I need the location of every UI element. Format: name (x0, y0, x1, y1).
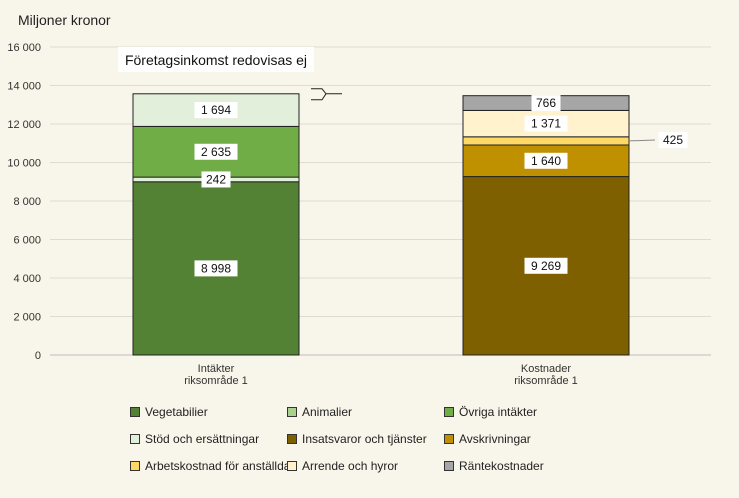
y-tick-label: 16 000 (7, 42, 41, 54)
y-tick-label: 10 000 (7, 158, 41, 170)
legend-label: Insatsvaror och tjänster (302, 432, 427, 446)
x-tick-label: Intäkter (198, 363, 235, 375)
legend-swatch (130, 434, 140, 444)
y-tick-label: 6 000 (13, 235, 41, 247)
data-label: 1 640 (531, 154, 561, 168)
legend-item: Stöd och ersättningar (130, 432, 259, 446)
legend-swatch (130, 407, 140, 417)
y-tick-label: 2 000 (13, 312, 41, 324)
y-tick-label: 12 000 (7, 119, 41, 131)
y-tick-label: 14 000 (7, 81, 41, 93)
x-tick-label: riksområde 1 (514, 375, 578, 387)
data-label-box (531, 95, 561, 112)
x-tick-label: riksområde 1 (184, 375, 248, 387)
y-axis-title: Miljoner kronor (18, 12, 111, 28)
legend-item: Arbetskostnad för anställda (130, 459, 290, 473)
data-label-box (194, 143, 238, 160)
legend-swatch (287, 434, 297, 444)
data-label-box (194, 102, 238, 119)
bar-segment (462, 136, 630, 146)
data-label-box (201, 171, 231, 188)
y-tick-label: 0 (35, 350, 41, 362)
legend-item: Arrende och hyror (287, 459, 398, 473)
x-tick-label: Kostnader (521, 363, 571, 375)
legend-item: Övriga intäkter (444, 405, 537, 419)
legend-swatch (444, 461, 454, 471)
legend-item: Räntekostnader (444, 459, 544, 473)
data-label: 425 (663, 133, 683, 147)
legend-swatch (287, 407, 297, 417)
data-label: 9 269 (531, 259, 561, 273)
data-label: 2 635 (201, 145, 231, 159)
data-label: 766 (536, 96, 556, 110)
legend-label: Räntekostnader (459, 459, 544, 473)
legend-item: Avskrivningar (444, 432, 531, 446)
data-label: 8 998 (201, 261, 231, 275)
legend-label: Avskrivningar (459, 432, 531, 446)
legend-label: Animalier (302, 405, 353, 419)
y-tick-label: 8 000 (13, 196, 41, 208)
legend-label: Stöd och ersättningar (145, 432, 260, 446)
annotation-bracket (311, 88, 342, 101)
legend-swatch (130, 461, 140, 471)
legend-label: Övriga intäkter (459, 405, 538, 419)
legend-swatch (444, 434, 454, 444)
data-label-box (194, 260, 238, 277)
data-label-box (658, 132, 688, 148)
legend-swatch (287, 461, 297, 471)
legend-label: Arrende och hyror (302, 459, 399, 473)
legend-item: Animalier (287, 405, 352, 419)
data-label: 1 694 (201, 103, 231, 117)
data-label: 242 (206, 172, 226, 186)
annotation-box: Företagsinkomst redovisas ej (118, 47, 314, 72)
data-label-box (524, 115, 568, 132)
legend-item: Insatsvaror och tjänster (287, 432, 427, 446)
data-label-box (524, 257, 568, 274)
legend-swatch (444, 407, 454, 417)
data-label-box (524, 152, 568, 169)
legend-label: Vegetabilier (145, 405, 208, 419)
bar-segment (132, 181, 300, 356)
data-label: 1 371 (531, 117, 561, 131)
callout-line (628, 139, 656, 142)
y-tick-label: 4 000 (13, 273, 41, 285)
legend-item: Vegetabilier (130, 405, 208, 419)
legend-label: Arbetskostnad för anställda (145, 459, 291, 473)
